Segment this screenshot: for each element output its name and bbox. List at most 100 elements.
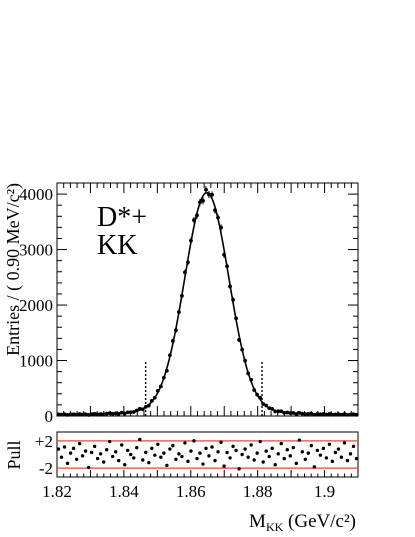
- pull-point: [201, 462, 205, 466]
- pull-point: [315, 448, 320, 453]
- y-tick-label: 4000: [19, 185, 53, 204]
- pull-point: [174, 457, 178, 461]
- pull-point: [74, 457, 79, 461]
- data-point: [228, 284, 232, 289]
- data-point: [297, 410, 302, 415]
- data-point: [146, 403, 151, 408]
- pull-point: [270, 446, 274, 451]
- pull-point: [258, 439, 262, 444]
- x-tick-label: 1.86: [176, 482, 206, 501]
- data-point: [240, 347, 245, 352]
- pull-point: [321, 446, 326, 451]
- pull-point: [300, 450, 305, 454]
- pull-point: [198, 451, 202, 455]
- data-point: [321, 412, 326, 416]
- y-tick-label: 3000: [19, 241, 53, 260]
- data-point: [62, 412, 67, 417]
- annotation-line-2: KK: [97, 230, 137, 261]
- pull-point: [231, 444, 235, 449]
- data-point: [186, 260, 190, 265]
- pull-point: [123, 463, 127, 467]
- pull-point: [234, 448, 238, 453]
- data-point: [267, 406, 272, 411]
- pull-points: [56, 437, 359, 471]
- pull-point: [165, 463, 169, 468]
- pull-y-tick-label: -2: [39, 459, 53, 478]
- pull-point: [180, 454, 184, 459]
- data-point: [98, 412, 103, 416]
- pull-point: [101, 460, 106, 464]
- pull-point: [333, 450, 338, 455]
- data-point: [210, 192, 214, 197]
- data-point: [143, 404, 148, 409]
- data-point: [59, 412, 64, 417]
- data-point: [300, 411, 305, 416]
- data-point: [255, 392, 260, 397]
- pull-point: [113, 450, 118, 454]
- data-point: [219, 225, 223, 230]
- pull-point: [228, 456, 232, 460]
- pull-point: [168, 447, 172, 451]
- data-point: [342, 412, 347, 416]
- data-point: [65, 413, 70, 417]
- pull-point: [77, 441, 82, 446]
- signal-window-markers: [144, 360, 263, 416]
- data-point: [167, 353, 172, 358]
- pull-point: [192, 439, 196, 443]
- data-point: [137, 406, 142, 411]
- pull-point: [83, 449, 88, 453]
- pull-point: [276, 452, 280, 456]
- pull-point: [288, 454, 292, 458]
- data-point: [74, 412, 79, 417]
- data-point: [95, 412, 100, 417]
- pull-point: [162, 451, 166, 455]
- pull-point: [117, 458, 121, 463]
- data-point: [306, 412, 311, 416]
- pull-point: [68, 451, 73, 455]
- data-point: [189, 238, 193, 243]
- data-point: [86, 413, 91, 417]
- pull-point: [249, 443, 253, 447]
- data-point: [56, 412, 61, 417]
- pull-point: [213, 458, 217, 463]
- data-point: [155, 388, 160, 393]
- x-tick-label: 1.88: [243, 482, 273, 501]
- pull-point: [86, 465, 91, 470]
- pull-point: [129, 452, 133, 457]
- pull-point: [252, 458, 256, 462]
- pull-point: [71, 446, 76, 451]
- data-point: [279, 409, 284, 414]
- data-point: [252, 388, 257, 392]
- pull-point: [189, 449, 193, 453]
- data-point: [225, 264, 229, 269]
- data-point: [339, 412, 344, 417]
- data-point: [170, 339, 175, 343]
- data-point: [183, 270, 187, 275]
- pull-point: [207, 454, 211, 458]
- data-point: [119, 410, 124, 415]
- data-point: [303, 412, 308, 417]
- pull-point: [171, 443, 175, 448]
- pull-point: [219, 440, 223, 444]
- x-axis-title: MKK (GeV/c²): [249, 511, 356, 534]
- data-point: [131, 410, 136, 414]
- pull-point: [120, 443, 124, 447]
- pull-point: [345, 458, 350, 463]
- data-point: [77, 412, 82, 416]
- main-plot-frame: [56, 182, 359, 417]
- pull-y-tick-label: +2: [35, 432, 53, 451]
- data-point: [336, 412, 341, 417]
- y-tick-label: 1000: [19, 352, 53, 371]
- data-point: [101, 412, 106, 417]
- data-point: [318, 412, 323, 417]
- data-point: [324, 412, 329, 417]
- data-point: [246, 371, 251, 376]
- data-point: [198, 200, 202, 205]
- data-point: [258, 395, 263, 400]
- pull-y-axis: +2-2: [35, 432, 53, 478]
- pull-point: [159, 455, 163, 459]
- pull-point: [255, 451, 259, 455]
- data-point: [351, 412, 356, 417]
- y-tick-label: 0: [45, 407, 54, 426]
